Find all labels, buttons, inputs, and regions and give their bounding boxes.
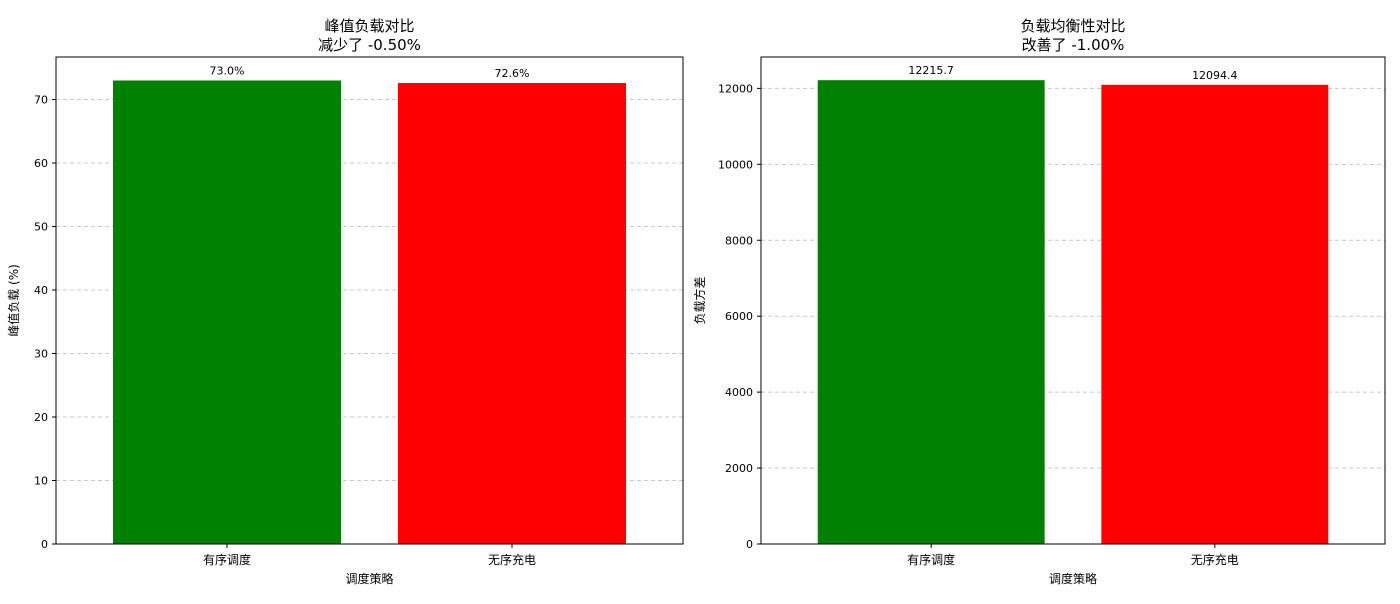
load-variance-title-line-1: 改善了 -1.00% [1022,36,1125,54]
peak-load-bar-label-1: 72.6% [495,67,530,80]
peak-load-axes-frame [55,56,684,545]
peak-load-ytick-label-6: 60 [34,157,48,170]
load-variance-bar-label-1: 12094.4 [1192,69,1238,82]
load-variance-y-axis-label: 负载方差 [692,276,707,324]
load-variance-ytick-label-5: 10000 [718,158,753,171]
peak-load-ytick-label-0: 0 [41,538,48,551]
load-variance-title-line-0: 负载均衡性对比 [1020,17,1125,35]
load-variance-ytick-label-0: 0 [746,538,753,551]
load-variance-ytick-label-6: 12000 [718,82,753,95]
peak-load-title-line-0: 峰值负载对比 [324,17,414,35]
peak-load-bar-0 [113,80,341,544]
peak-load-ytick-label-3: 30 [34,348,48,361]
load-variance-bar-label-0: 12215.7 [908,64,954,77]
peak-load-ytick-label-1: 10 [34,475,48,488]
peak-load-ytick-label-4: 40 [34,284,48,297]
peak-load-ytick-label-7: 70 [34,94,48,107]
peak-load-ytick-label-5: 50 [34,221,48,234]
peak-load-category-label-0: 有序调度 [203,552,251,567]
peak-load-x-axis-label: 调度策略 [345,571,393,586]
load-variance-x-axis-label: 调度策略 [1049,571,1097,586]
load-variance-axes-frame [760,56,1386,545]
load-variance-category-label-0: 有序调度 [907,552,955,567]
peak-load-panel: 73.0% 有序调度 72.6% 无序充电 0 10 20 30 40 50 60 70 峰值负载对比减… [6,17,684,586]
load-variance-ytick-label-1: 2000 [725,462,753,475]
load-variance-category-label-1: 无序充电 [1191,552,1239,567]
peak-load-y-axis-label: 峰值负载 (%) [6,264,21,337]
peak-load-ytick-label-2: 20 [34,411,48,424]
load-variance-bar-1 [1101,84,1329,544]
peak-load-category-label-1: 无序充电 [488,552,536,567]
load-variance-ytick-label-2: 4000 [725,386,753,399]
load-variance-bar-0 [817,80,1045,545]
load-variance-ytick-label-3: 6000 [725,310,753,323]
load-variance-ytick-label-4: 8000 [725,234,753,247]
peak-load-bar-1 [398,83,626,544]
peak-load-title-line-1: 减少了 -0.50% [318,36,421,54]
load-variance-panel: 12215.7 有序调度 12094.4 无序充电 0 2000 4000 6000 8000 1… [692,17,1386,586]
peak-load-bar-label-0: 73.0% [210,64,245,77]
